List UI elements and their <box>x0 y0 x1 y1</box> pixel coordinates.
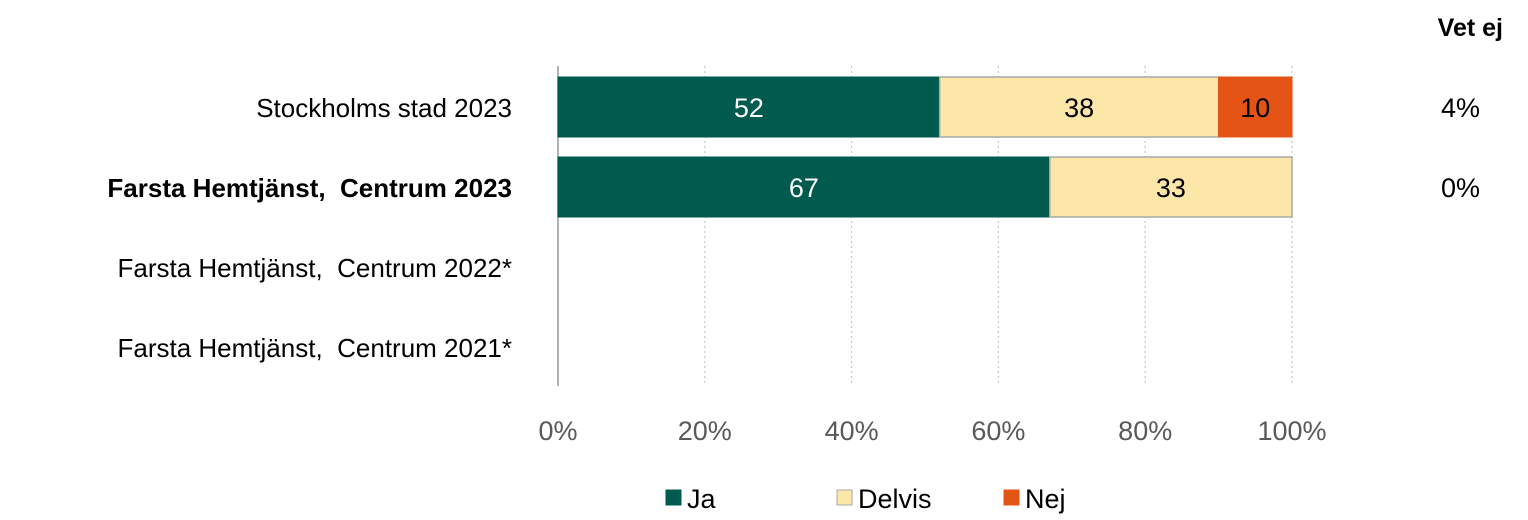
legend-label: Nej <box>1025 484 1066 514</box>
x-axis-ticks: 0% 20% 40% 60% 80% 100% <box>538 416 1326 446</box>
legend-swatch <box>836 489 853 506</box>
gridlines <box>557 66 1293 386</box>
x-tick-label: 20% <box>678 416 732 446</box>
category-label: Farsta Hemtjänst, Centrum 2023 <box>107 173 512 203</box>
bars: 52 38 10 67 33 <box>557 76 1293 218</box>
legend-label: Ja <box>687 484 717 514</box>
category-label: Farsta Hemtjänst, Centrum 2022* <box>118 253 513 283</box>
vet-ej-value: 0% <box>1441 173 1480 203</box>
bar-data-label: 10 <box>1240 93 1270 123</box>
x-tick-label: 60% <box>971 416 1025 446</box>
legend-label: Delvis <box>858 484 932 514</box>
bar-data-label: 52 <box>734 93 764 123</box>
bar-data-label: 33 <box>1156 173 1186 203</box>
legend-swatch <box>665 489 682 506</box>
bar-segment <box>557 156 1051 218</box>
x-tick-label: 80% <box>1118 416 1172 446</box>
vet-ej-value: 4% <box>1441 93 1480 123</box>
legend-swatch <box>1003 489 1020 506</box>
bar-segment <box>1049 156 1293 218</box>
bar-segment <box>938 76 1220 138</box>
bar-data-label: 38 <box>1064 93 1094 123</box>
category-label: Stockholms stad 2023 <box>256 93 512 123</box>
x-tick-label: 0% <box>538 416 577 446</box>
category-label: Farsta Hemtjänst, Centrum 2021* <box>118 333 513 363</box>
bar-segment <box>557 76 941 138</box>
vet-ej-column: Vet ej 4% 0% <box>1438 14 1503 203</box>
legend: Ja Delvis Nej <box>665 484 1066 514</box>
bar-data-label: 67 <box>789 173 819 203</box>
vet-ej-header: Vet ej <box>1438 14 1503 42</box>
x-tick-label: 40% <box>825 416 879 446</box>
bar-segment <box>1218 76 1293 138</box>
category-labels: Stockholms stad 2023 Farsta Hemtjänst, Ce… <box>107 93 512 363</box>
x-tick-label: 100% <box>1257 416 1326 446</box>
